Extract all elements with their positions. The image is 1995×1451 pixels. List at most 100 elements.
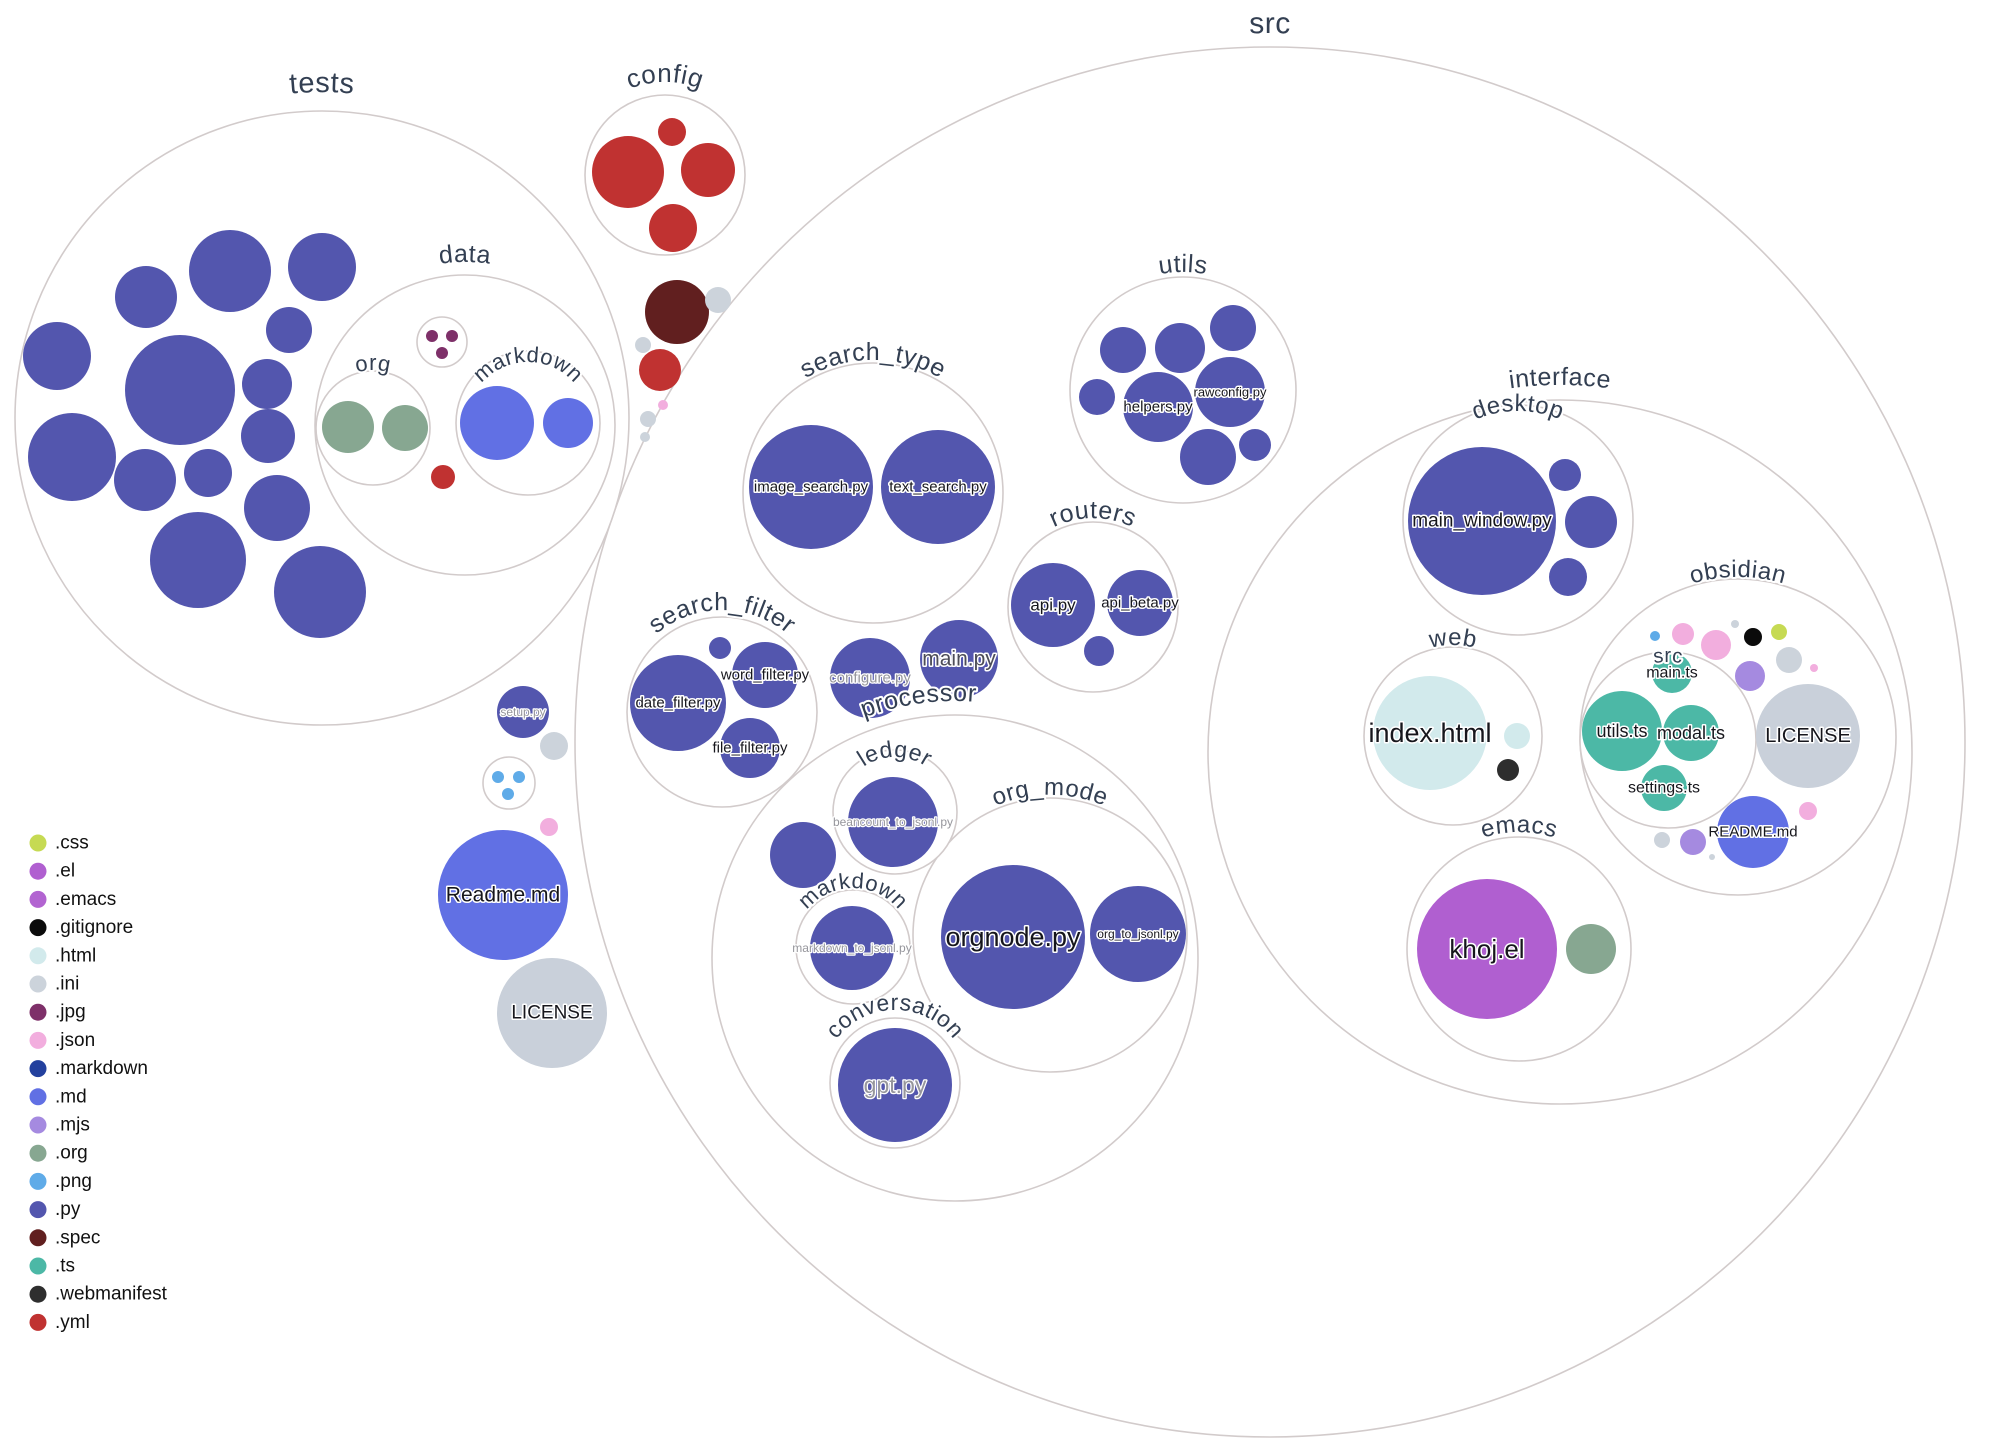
folder-circle-interface-1 [1207, 399, 1913, 1105]
file-circle-py-54 [1079, 379, 1115, 415]
folder-circle-unnamed-22 [416, 316, 468, 368]
file-circle-text_search.py [881, 430, 995, 544]
file-circle-khoj.el [1417, 879, 1557, 1019]
file-circle-css-86 [1771, 624, 1787, 640]
file-circle-jpg-15 [446, 330, 458, 342]
legend-dot-ts [29, 1257, 47, 1275]
file-label-orgnode.py: orgnode.py [945, 922, 1081, 952]
legend-label-jpg: .jpg [55, 1002, 86, 1023]
file-circle-json-38 [540, 818, 558, 836]
file-circle-py-68 [1565, 496, 1617, 548]
file-circle-org-74 [1566, 924, 1616, 974]
file-circle-ini-87 [1776, 647, 1802, 673]
file-circle-yml-29 [639, 349, 681, 391]
file-circle-yml-22 [592, 136, 664, 208]
folder-label-src-13: src [1652, 645, 1684, 668]
legend-label-el: .el [55, 861, 75, 882]
file-circle-py-60 [770, 822, 836, 888]
legend-dot-webmanifest [29, 1285, 47, 1303]
file-label-Readme.md: Readme.md [446, 884, 560, 907]
file-circle-yml-24 [681, 143, 735, 197]
file-label-khoj.el: khoj.el [1449, 934, 1524, 964]
legend-dot-mjs [29, 1116, 47, 1134]
legend-label-webmanifest: .webmanifest [55, 1284, 168, 1305]
legend-dot-py [29, 1201, 47, 1219]
file-circle-py-69 [1549, 558, 1587, 596]
folder-label-tests-2: tests [288, 67, 356, 101]
file-label-LICENSE: LICENSE [511, 1003, 592, 1024]
folder-label-src-0: src [1249, 7, 1291, 40]
file-circle-configure.py [830, 638, 910, 718]
file-circle-py-1 [288, 233, 356, 301]
file-circle-yml-23 [658, 118, 686, 146]
file-circle-markdown_to_jsonl.py [810, 906, 894, 990]
file-circle-gpt.py [838, 1028, 952, 1142]
file-circle-helpers.py [1123, 372, 1193, 442]
file-circle-Readme.md [438, 830, 568, 960]
file-label-utils.ts: utils.ts [1596, 721, 1647, 741]
file-label-markdown_to_jsonl.py: markdown_to_jsonl.py [792, 941, 911, 955]
file-circle-py-5 [266, 307, 312, 353]
file-circle-ini-84 [1731, 620, 1739, 628]
file-circle-ini-34 [540, 732, 568, 760]
legend-dot-org [29, 1144, 47, 1162]
file-circle-rawconfig.py [1195, 357, 1265, 427]
file-label-main.py: main.py [922, 648, 996, 671]
file-label-main_window.py: main_window.py [1412, 511, 1552, 532]
file-circle-json-90 [1799, 802, 1817, 820]
file-circle-ini-32 [640, 432, 650, 442]
legend-dot-spec [29, 1229, 47, 1247]
file-circle-ini-31 [640, 411, 656, 427]
legend-dot-gitignore [29, 919, 47, 937]
file-circle-py-48 [709, 637, 731, 659]
legend-dot-markdown [29, 1060, 47, 1078]
folder-label-org-19: org [353, 350, 393, 377]
file-circle-py-7 [241, 409, 295, 463]
legend-dot-el [29, 862, 47, 880]
file-circle-py-8 [28, 413, 116, 501]
file-circle-beancount_to_jsonl.py [848, 777, 938, 867]
file-circle-py-2 [115, 266, 177, 328]
legend-label-markdown: .markdown [55, 1058, 148, 1079]
file-circle-py-10 [184, 449, 232, 497]
folder-circle-config-15 [584, 94, 746, 256]
legend-dot-json [29, 1031, 47, 1049]
file-circle-main_window.py [1408, 447, 1556, 595]
legend-dot-png [29, 1172, 47, 1190]
legend-dot-html [29, 947, 47, 965]
file-circle-settings.ts [1641, 765, 1687, 811]
file-circle-py-4 [125, 335, 235, 445]
legend-dot-md [29, 1088, 47, 1106]
file-label-LICENSE: LICENSE [1765, 725, 1851, 747]
file-circle-ini-28 [635, 337, 651, 353]
file-label-image_search.py: image_search.py [754, 479, 869, 496]
legend-label-py: .py [55, 1199, 81, 1220]
legend-label-mjs: .mjs [55, 1115, 90, 1136]
file-label-index.html: index.html [1368, 718, 1491, 748]
legend-label-png: .png [55, 1171, 92, 1192]
file-circle-setup.py [497, 686, 549, 738]
file-circle-yml-25 [649, 204, 697, 252]
file-label-text_search.py: text_search.py [889, 479, 987, 496]
file-circle-py-55 [1180, 429, 1236, 485]
folder-label-data-5: data [437, 240, 492, 270]
file-circle-yml-17 [431, 465, 455, 489]
file-labels-layer: setup.py Readme.md LICENSE main.py configure… [444, 383, 1852, 1099]
file-circle-json-88 [1810, 664, 1818, 672]
file-circle-mjs-89 [1735, 661, 1765, 691]
file-circle-org-19 [382, 405, 428, 451]
file-circle-ini-93 [1709, 854, 1715, 860]
file-circle-md-21 [543, 398, 593, 448]
file-circle-py-0 [189, 230, 271, 312]
folder-label-web-12: web [1426, 624, 1479, 654]
file-circle-modal.ts [1663, 705, 1719, 761]
file-circle-py-53 [1210, 305, 1256, 351]
file-label-org_to_jsonl.py: org_to_jsonl.py [1097, 927, 1178, 941]
legend-label-json: .json [55, 1030, 95, 1051]
legend-dot-jpg [29, 1003, 47, 1021]
legend-label-ini: .ini [55, 974, 79, 995]
file-label-configure.py: configure.py [829, 670, 911, 687]
folder-circle-unnamed-21 [482, 756, 536, 810]
file-label-gpt.py: gpt.py [864, 1072, 927, 1098]
